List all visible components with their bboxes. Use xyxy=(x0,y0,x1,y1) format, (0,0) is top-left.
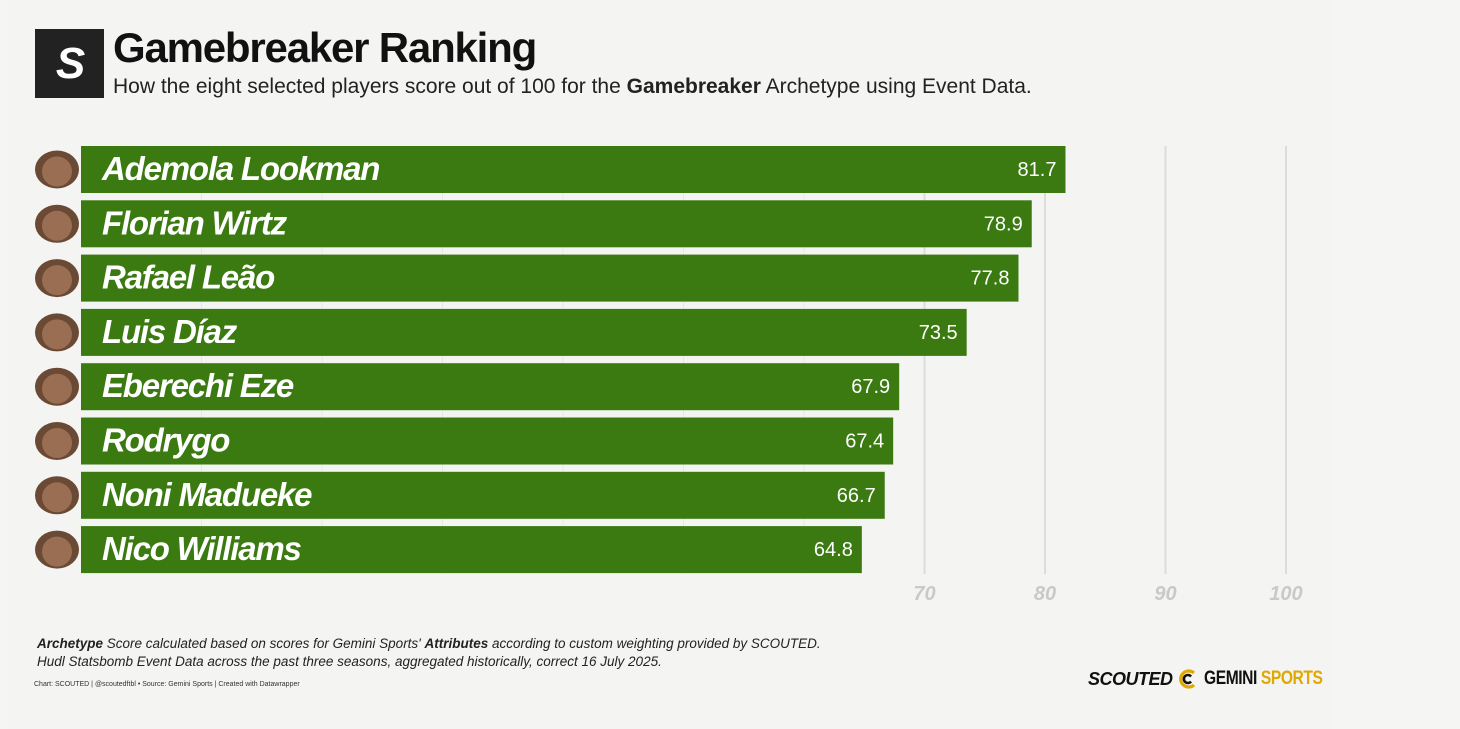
bar-chart: 70 80 90 100 Ademola Lookman 81.7 Florian Wirt… xyxy=(0,0,1460,729)
chart-credit: Chart: SCOUTED | @scoutedftbl • Source: … xyxy=(34,681,300,688)
footnote-line-2: Hudl Statsbomb Event Data across the pas… xyxy=(37,653,821,671)
player-face xyxy=(42,319,72,349)
footnote: Archetype Score calculated based on scor… xyxy=(37,635,821,671)
bar-value-label: 67.4 xyxy=(845,431,884,453)
bar-value-label: 73.5 xyxy=(919,322,958,344)
bar-category-label: Florian Wirtz xyxy=(102,204,288,241)
player-face xyxy=(42,428,72,458)
player-face xyxy=(42,482,72,512)
bar-category-label: Nico Williams xyxy=(102,530,302,567)
bar-value-label: 77.8 xyxy=(971,268,1010,290)
bar-value-label: 78.9 xyxy=(984,213,1023,235)
scouted-brand-logo: SCOUTED xyxy=(1088,669,1173,690)
bar-category-label: Noni Madueke xyxy=(102,476,312,513)
bar-category-label: Rodrygo xyxy=(102,422,230,459)
sports-word: SPORTS xyxy=(1261,668,1323,689)
x-tick-label: 100 xyxy=(1269,583,1302,605)
bar-category-label: Eberechi Eze xyxy=(102,367,294,404)
gemini-logo-icon xyxy=(1178,668,1198,690)
bar-category-label: Rafael Leão xyxy=(102,259,275,296)
bar-value-label: 66.7 xyxy=(837,485,876,507)
x-tick-label: 70 xyxy=(913,583,935,605)
player-face xyxy=(42,157,72,187)
player-face xyxy=(42,374,72,404)
bar-category-label: Ademola Lookman xyxy=(101,150,379,187)
gemini-sports-brand-logo: GEMINI SPORTS xyxy=(1178,668,1348,690)
player-face xyxy=(42,537,72,567)
x-tick-label: 80 xyxy=(1034,583,1056,605)
footnote-line-1: Archetype Score calculated based on scor… xyxy=(37,635,821,653)
player-face xyxy=(42,265,72,295)
gemini-word: GEMINI xyxy=(1204,668,1257,689)
bar-value-label: 81.7 xyxy=(1018,159,1057,181)
bar-value-label: 64.8 xyxy=(814,539,853,561)
bar-value-label: 67.9 xyxy=(851,376,890,398)
bar-category-label: Luis Díaz xyxy=(102,313,238,350)
player-face xyxy=(42,211,72,241)
x-tick-label: 90 xyxy=(1154,583,1176,605)
